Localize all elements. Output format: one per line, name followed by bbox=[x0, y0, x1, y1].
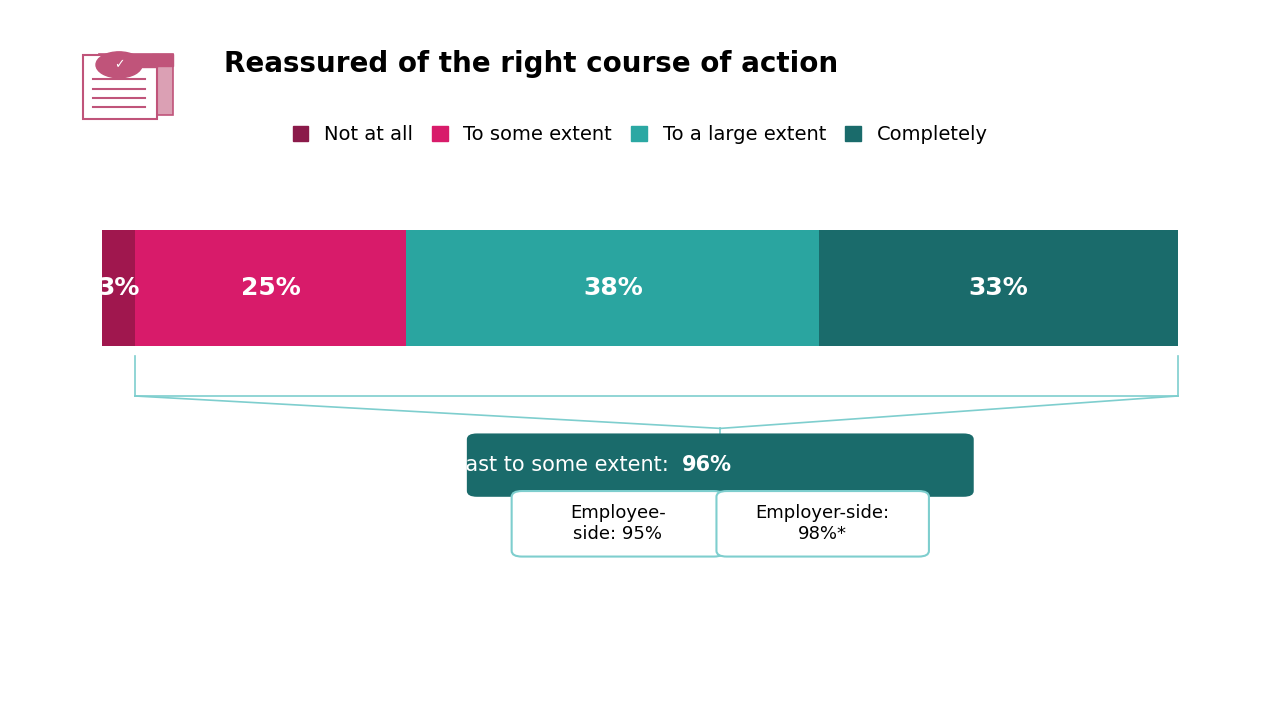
FancyBboxPatch shape bbox=[83, 55, 157, 119]
Bar bbox=[102, 230, 134, 346]
Text: Reassured of the right course of action: Reassured of the right course of action bbox=[224, 50, 838, 78]
Bar bbox=[407, 230, 819, 346]
Circle shape bbox=[96, 52, 142, 78]
Bar bbox=[134, 230, 407, 346]
Text: 38%: 38% bbox=[582, 276, 643, 300]
Text: 25%: 25% bbox=[241, 276, 301, 300]
Legend: Not at all, To some extent, To a large extent, Completely: Not at all, To some extent, To a large e… bbox=[289, 122, 991, 148]
Bar bbox=[819, 230, 1178, 346]
Text: Employee-
side: 95%: Employee- side: 95% bbox=[570, 505, 666, 543]
Text: 33%: 33% bbox=[969, 276, 1028, 300]
FancyBboxPatch shape bbox=[512, 491, 724, 557]
Text: 96%: 96% bbox=[682, 455, 732, 475]
Polygon shape bbox=[137, 55, 157, 67]
Text: Employer-side:
98%*: Employer-side: 98%* bbox=[755, 505, 890, 543]
Polygon shape bbox=[152, 54, 173, 66]
FancyBboxPatch shape bbox=[467, 433, 974, 497]
Text: At least to some extent:: At least to some extent: bbox=[419, 455, 676, 475]
FancyBboxPatch shape bbox=[99, 54, 173, 115]
FancyBboxPatch shape bbox=[717, 491, 929, 557]
Text: 3%: 3% bbox=[97, 276, 140, 300]
Text: ✓: ✓ bbox=[114, 58, 124, 71]
